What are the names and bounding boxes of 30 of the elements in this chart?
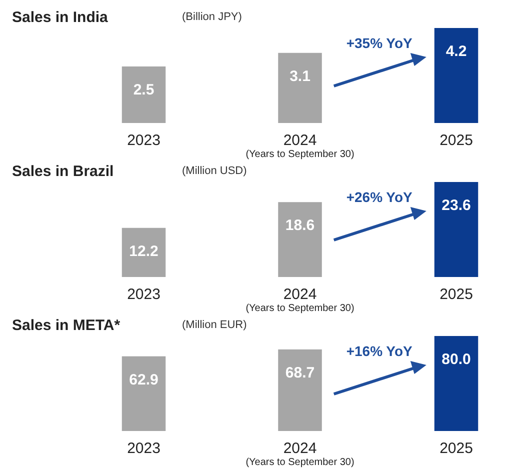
x-tick-label: 2024	[283, 286, 317, 303]
chart-title: Sales in META*	[12, 317, 120, 334]
x-tick-label: 2025	[440, 132, 473, 149]
data-label: 23.6	[442, 197, 471, 214]
data-label: 12.2	[129, 242, 158, 260]
x-tick-label: 2023	[127, 440, 160, 457]
text: (Years to September 30)	[246, 149, 354, 160]
data-label: 2.5	[133, 81, 154, 98]
data-label: 18.6	[285, 217, 315, 234]
chart-title: Sales in India	[12, 9, 109, 26]
chart-subtitle: (Million USD)	[182, 165, 247, 177]
x-tick-label: 2025	[440, 440, 473, 457]
chart-subtitle: (Million EUR)	[182, 319, 247, 331]
data-label: 4.2	[446, 43, 467, 60]
text: (Years to September 30)	[246, 303, 354, 314]
x-tick-label: 2023	[127, 132, 160, 149]
x-tick-label: 2025	[440, 286, 473, 303]
data-label: 68.7	[285, 364, 315, 382]
annotation: +26% YoY	[346, 189, 414, 205]
annotation: +16% YoY	[346, 343, 414, 359]
text: (Years to September 30)	[246, 457, 354, 468]
data-label: 3.1	[290, 68, 310, 85]
x-tick-label: 2023	[127, 286, 160, 303]
x-tick-label: 2024	[283, 440, 317, 457]
annotation: +35% YoY	[346, 35, 414, 51]
data-label: 62.9	[129, 371, 158, 388]
data-label: 80.0	[442, 351, 471, 368]
x-tick-label: 2024	[283, 132, 317, 149]
chart-title: Sales in Brazil	[12, 163, 114, 180]
chart-subtitle: (Billion JPY)	[182, 11, 242, 23]
